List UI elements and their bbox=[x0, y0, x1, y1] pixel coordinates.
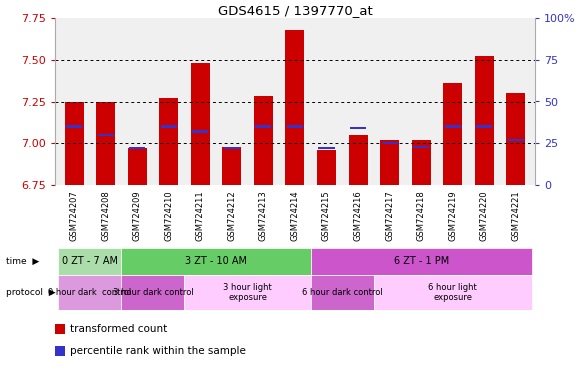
Text: GSM724212: GSM724212 bbox=[227, 190, 236, 241]
Bar bbox=[192, 131, 208, 132]
Text: GSM724209: GSM724209 bbox=[133, 190, 142, 241]
Bar bbox=[349, 135, 368, 185]
Bar bbox=[66, 126, 82, 127]
Bar bbox=[445, 126, 461, 127]
Bar bbox=[55, 346, 65, 356]
Bar bbox=[382, 142, 398, 144]
Text: GSM724213: GSM724213 bbox=[259, 190, 268, 241]
Text: GSM724210: GSM724210 bbox=[164, 190, 173, 241]
Text: protocol  ▶: protocol ▶ bbox=[6, 288, 56, 297]
Text: GSM724221: GSM724221 bbox=[512, 190, 520, 241]
Bar bbox=[413, 146, 429, 148]
Bar bbox=[160, 98, 178, 185]
Text: GSM724216: GSM724216 bbox=[354, 190, 362, 241]
Bar bbox=[506, 93, 525, 185]
Text: GSM724215: GSM724215 bbox=[322, 190, 331, 241]
Text: 3 hour dark control: 3 hour dark control bbox=[113, 288, 193, 297]
Bar bbox=[129, 147, 145, 149]
Bar bbox=[508, 139, 524, 141]
Bar bbox=[443, 83, 462, 185]
Text: GSM724214: GSM724214 bbox=[291, 190, 299, 241]
Text: GSM724218: GSM724218 bbox=[416, 190, 426, 241]
Text: GSM724208: GSM724208 bbox=[101, 190, 110, 241]
Text: 0 ZT - 7 AM: 0 ZT - 7 AM bbox=[62, 257, 118, 266]
Bar bbox=[412, 140, 430, 185]
Text: 0 hour dark  control: 0 hour dark control bbox=[48, 288, 132, 297]
Text: 6 hour dark control: 6 hour dark control bbox=[302, 288, 383, 297]
Bar bbox=[350, 127, 366, 129]
Bar bbox=[121, 248, 311, 275]
Bar bbox=[96, 101, 115, 185]
Bar bbox=[224, 147, 240, 149]
Bar bbox=[476, 126, 492, 127]
Bar bbox=[191, 63, 210, 185]
Text: transformed count: transformed count bbox=[70, 324, 167, 334]
Text: GSM724211: GSM724211 bbox=[196, 190, 205, 241]
Text: GSM724220: GSM724220 bbox=[480, 190, 489, 241]
Bar bbox=[311, 248, 532, 275]
Bar bbox=[161, 126, 177, 127]
Text: 6 hour light
exposure: 6 hour light exposure bbox=[429, 283, 477, 302]
Bar bbox=[380, 140, 399, 185]
Bar bbox=[285, 30, 305, 185]
Text: 6 ZT - 1 PM: 6 ZT - 1 PM bbox=[394, 257, 449, 266]
Bar bbox=[64, 101, 84, 185]
Bar bbox=[317, 150, 336, 185]
Bar bbox=[58, 275, 121, 310]
Text: GSM724219: GSM724219 bbox=[448, 190, 457, 241]
Bar bbox=[254, 96, 273, 185]
Title: GDS4615 / 1397770_at: GDS4615 / 1397770_at bbox=[218, 4, 372, 17]
Bar bbox=[374, 275, 532, 310]
Bar bbox=[97, 134, 114, 136]
Text: percentile rank within the sample: percentile rank within the sample bbox=[70, 346, 246, 356]
Bar bbox=[55, 324, 65, 334]
Bar bbox=[121, 275, 184, 310]
Text: GSM724207: GSM724207 bbox=[70, 190, 78, 241]
Text: GSM724217: GSM724217 bbox=[385, 190, 394, 241]
Bar bbox=[184, 275, 311, 310]
Text: 3 ZT - 10 AM: 3 ZT - 10 AM bbox=[185, 257, 247, 266]
Text: time  ▶: time ▶ bbox=[6, 257, 39, 266]
Bar bbox=[475, 56, 494, 185]
Text: 3 hour light
exposure: 3 hour light exposure bbox=[223, 283, 272, 302]
Bar bbox=[287, 126, 303, 127]
Bar bbox=[58, 248, 121, 275]
Bar bbox=[311, 275, 374, 310]
Bar bbox=[255, 126, 271, 127]
Bar bbox=[128, 148, 147, 185]
Bar bbox=[318, 147, 335, 149]
Bar bbox=[222, 147, 241, 185]
